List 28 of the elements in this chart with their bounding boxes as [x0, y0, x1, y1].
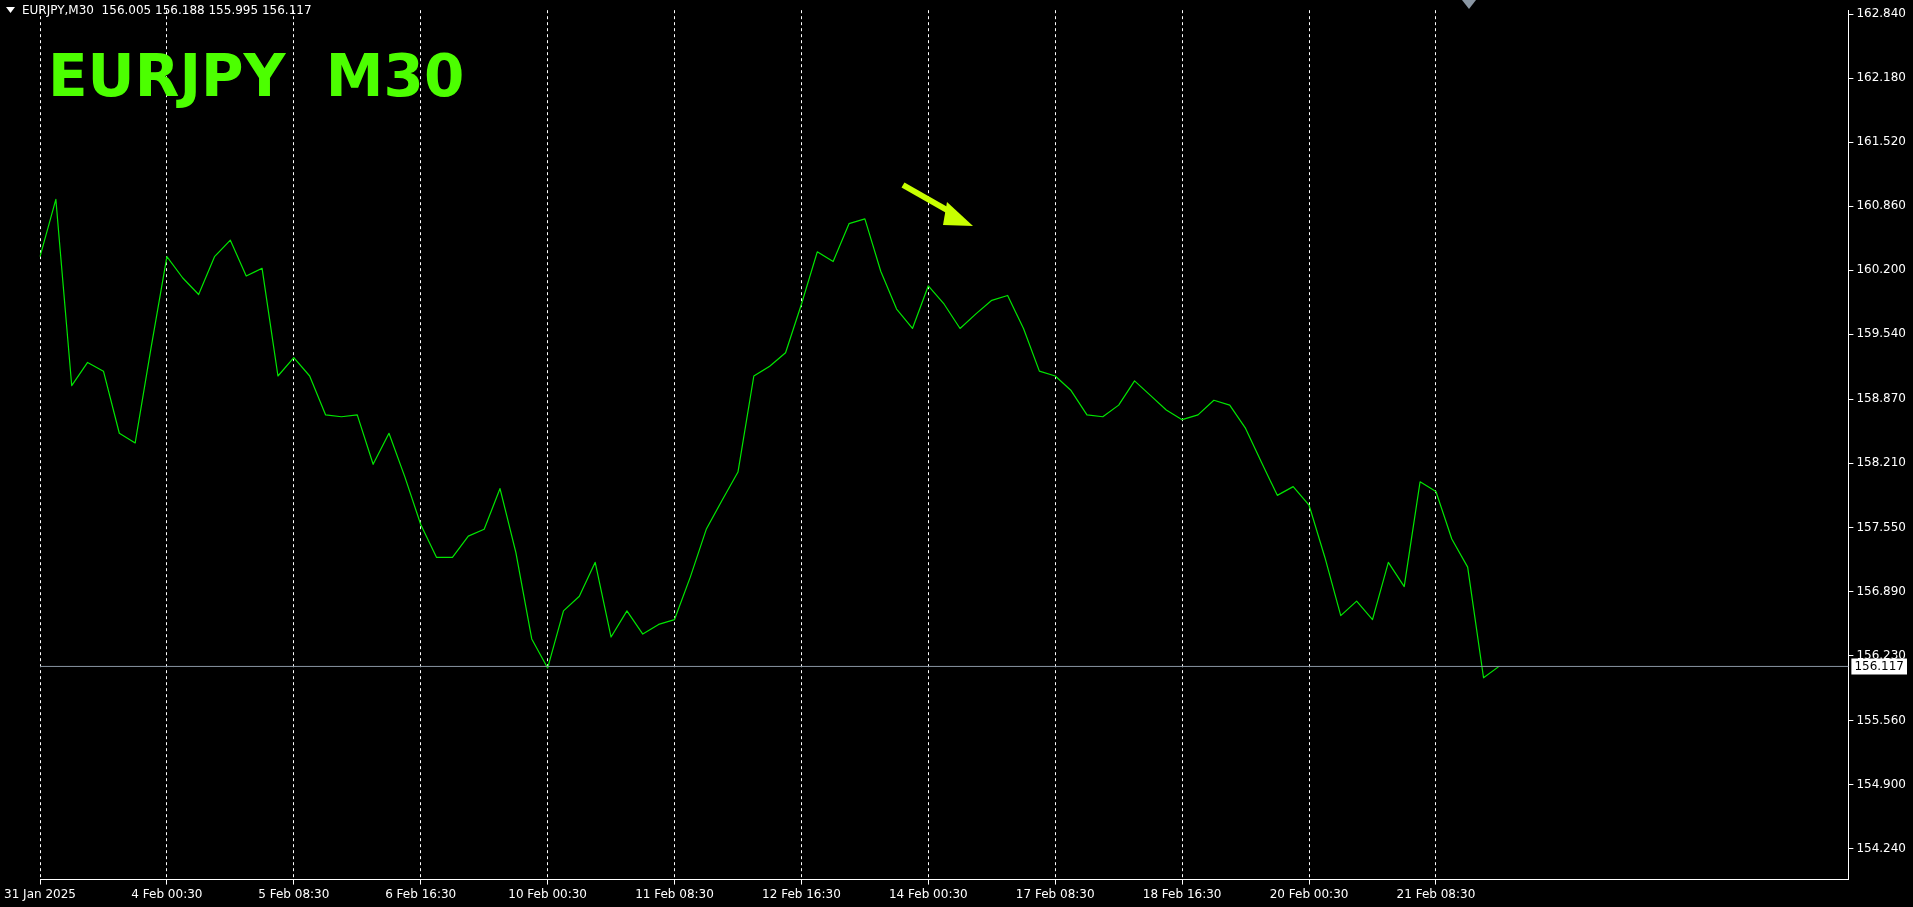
y-tick-label: 160.860	[1856, 198, 1906, 213]
x-tick-label: 6 Feb 16:30	[385, 886, 457, 901]
y-tick-label: 156.890	[1856, 583, 1906, 598]
y-tick-label: 155.560	[1856, 712, 1906, 727]
y-tick-label: 161.520	[1856, 134, 1906, 149]
x-tick-label: 4 Feb 00:30	[131, 886, 203, 901]
x-tick-label: 12 Feb 16:30	[762, 886, 841, 901]
y-tick-label: 160.200	[1856, 262, 1906, 277]
chart-subtitle: EURJPY,M30 156.005 156.188 155.995 156.117	[22, 3, 312, 17]
y-tick-label: 162.180	[1856, 70, 1906, 85]
y-tick-label: 162.840	[1856, 6, 1906, 21]
y-tick-label: 158.870	[1856, 391, 1906, 406]
x-tick-label: 11 Feb 08:30	[635, 886, 714, 901]
x-tick-label: 14 Feb 00:30	[888, 886, 968, 901]
ref-line-label: 156.117	[1854, 658, 1904, 673]
x-tick-label: 18 Feb 16:30	[1142, 886, 1222, 901]
y-tick-label: 154.900	[1856, 776, 1906, 791]
x-tick-label: 20 Feb 00:30	[1269, 886, 1349, 901]
x-tick-label: 21 Feb 08:30	[1396, 886, 1476, 901]
y-tick-label: 154.240	[1856, 840, 1906, 855]
y-tick-label: 157.550	[1856, 519, 1906, 534]
x-tick-label: 10 Feb 00:30	[508, 886, 587, 901]
x-tick-label: 5 Feb 08:30	[258, 886, 330, 901]
x-tick-label: 17 Feb 08:30	[1015, 886, 1095, 901]
x-tick-label: 31 Jan 2025	[4, 886, 76, 901]
y-tick-label: 158.210	[1856, 455, 1906, 470]
text: EURJPY M30	[48, 42, 465, 110]
y-tick-label: 159.540	[1856, 326, 1906, 341]
